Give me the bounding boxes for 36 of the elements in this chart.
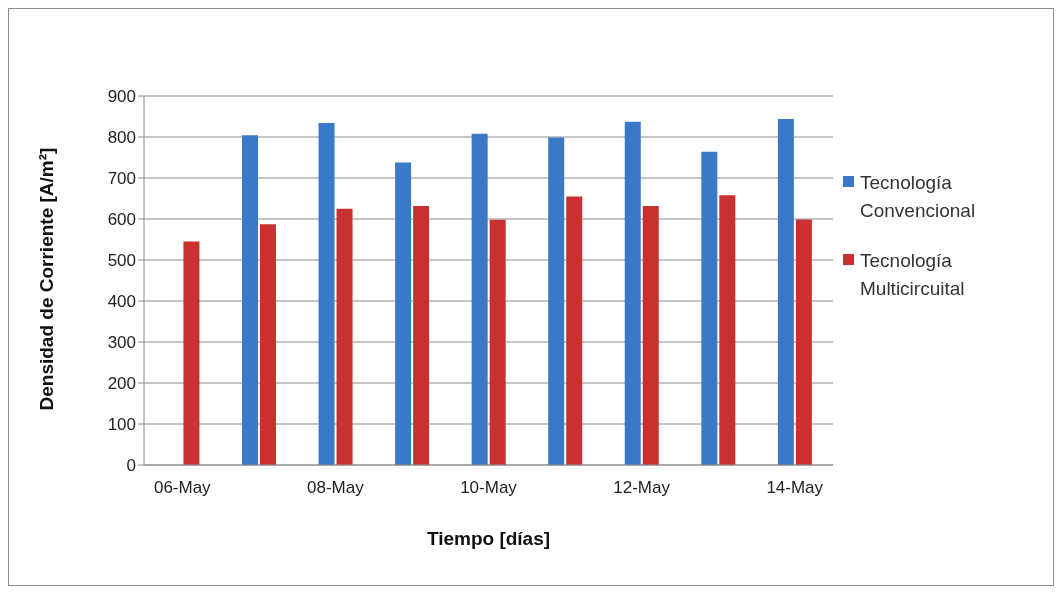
bar xyxy=(318,123,335,465)
bar xyxy=(471,133,488,465)
bar xyxy=(701,151,718,465)
x-tick-label: 12-May xyxy=(613,478,671,498)
x-tick-label: 10-May xyxy=(460,478,518,498)
legend-label: Tecnología Convencional xyxy=(860,171,977,223)
y-tick-label: 500 xyxy=(107,251,136,271)
y-tick-label: 700 xyxy=(107,169,136,189)
y-tick-label: 0 xyxy=(126,456,136,476)
x-tick-label: 06-May xyxy=(153,478,212,498)
legend-label: Tecnología Multicircuital xyxy=(860,249,966,301)
bar xyxy=(336,208,353,465)
bar xyxy=(413,205,430,465)
bar xyxy=(259,224,276,465)
bar xyxy=(241,135,258,465)
bar xyxy=(777,118,794,465)
x-axis-title: Tiempo [días] xyxy=(426,528,551,549)
y-tick-label: 300 xyxy=(107,333,136,353)
y-axis-title: Densidad de Corriente [A/m²] xyxy=(35,147,57,411)
y-tick-label: 600 xyxy=(107,210,136,230)
y-tick-label: 800 xyxy=(107,128,136,148)
bar xyxy=(395,162,412,465)
y-tick-label: 200 xyxy=(107,374,136,394)
y-tick-label: 100 xyxy=(107,415,136,435)
bar xyxy=(795,219,812,465)
bar xyxy=(624,121,641,465)
y-tick-label: 400 xyxy=(107,292,136,312)
bar xyxy=(642,205,659,465)
x-tick-label: 08-May xyxy=(307,478,365,498)
x-tick-label: 14-May xyxy=(766,478,824,498)
bar xyxy=(566,196,583,465)
bar xyxy=(719,195,736,465)
bar xyxy=(489,219,506,465)
y-tick-label: 900 xyxy=(107,87,136,107)
bar xyxy=(183,241,200,465)
bar xyxy=(548,137,565,465)
